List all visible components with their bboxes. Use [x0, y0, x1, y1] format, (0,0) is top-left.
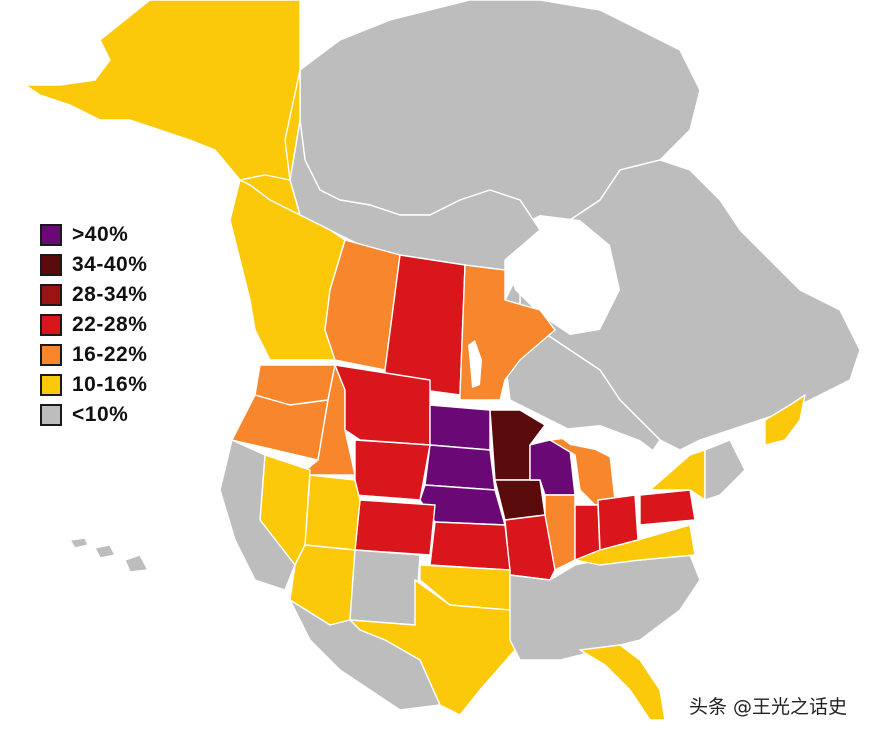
hudson-bay — [505, 215, 620, 335]
legend-label: 22-28% — [72, 313, 148, 336]
legend-item: >40% — [40, 223, 147, 247]
legend-swatch — [40, 344, 62, 366]
legend-label: 34-40% — [72, 253, 148, 276]
watermark: 头条 @王光之话史 — [682, 690, 853, 721]
lake-winnipeg — [468, 340, 482, 388]
state-new-mexico — [349, 549, 421, 626]
legend-swatch — [40, 374, 62, 396]
region-new-england — [704, 439, 746, 501]
great-lakes — [550, 425, 660, 470]
state-florida — [579, 644, 666, 721]
state-north-dakota — [429, 404, 491, 451]
legend-label: <10% — [72, 403, 129, 426]
region-nwt-nunavut — [289, 119, 541, 301]
legend-label: 10-16% — [72, 373, 148, 396]
region-hawaii — [69, 537, 149, 573]
legend-item: 16-22% — [40, 343, 147, 367]
state-california — [219, 439, 296, 591]
state-pennsylvania — [639, 489, 696, 526]
legend-swatch — [40, 254, 62, 276]
legend-label: 28-34% — [72, 283, 148, 306]
legend-item: 10-16% — [40, 373, 147, 397]
region-saskatchewan — [384, 254, 466, 396]
region-manitoba — [459, 264, 556, 401]
legend-swatch — [40, 224, 62, 246]
legend-item: 22-28% — [40, 313, 147, 337]
legend-item: 28-34% — [40, 283, 147, 307]
region-alaska — [24, 0, 301, 181]
region-mexico — [289, 599, 441, 711]
state-south-dakota — [424, 444, 496, 491]
legend-item: <10% — [40, 403, 147, 427]
legend-swatch — [40, 404, 62, 426]
legend-swatch — [40, 284, 62, 306]
region-atlantic-canada — [764, 394, 806, 446]
state-wyoming — [354, 439, 431, 501]
legend-swatch — [40, 314, 62, 336]
region-kentucky-virginia — [574, 524, 696, 566]
legend-item: 34-40% — [40, 253, 147, 277]
state-kansas — [429, 521, 511, 571]
state-colorado — [354, 499, 436, 556]
region-southeast — [509, 554, 701, 661]
legend: >40% 34-40% 28-34% 22-28% 16-22% 10-16% … — [40, 223, 147, 427]
legend-label: >40% — [72, 223, 129, 246]
legend-label: 16-22% — [72, 343, 148, 366]
state-utah — [304, 474, 361, 551]
